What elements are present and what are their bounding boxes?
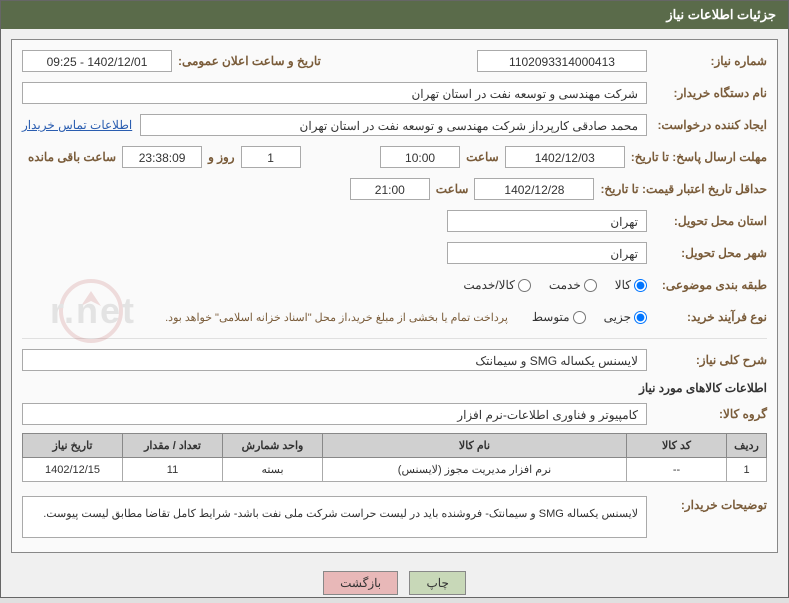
validity-date: 1402/12/28 <box>474 178 594 200</box>
detail-panel: شماره نیاز: 1102093314000413 تاریخ و ساع… <box>11 39 778 553</box>
proc-medium-option[interactable]: متوسط <box>532 310 586 324</box>
print-button[interactable]: چاپ <box>409 571 465 595</box>
goods-group-value: کامپیوتر و فناوری اطلاعات-نرم افزار <box>22 403 647 425</box>
need-number-label: شماره نیاز: <box>647 54 767 68</box>
category-radio-group: کالا خدمت کالا/خدمت <box>449 278 647 292</box>
cat-goods-service-option[interactable]: کالا/خدمت <box>463 278 530 292</box>
need-number-value: 1102093314000413 <box>477 50 647 72</box>
td-num: 1 <box>727 458 767 482</box>
countdown-value: 23:38:09 <box>122 146 202 168</box>
button-row: چاپ بازگشت <box>1 563 788 603</box>
requester-value: محمد صادقی کارپرداز شرکت مهندسی و توسعه … <box>140 114 647 136</box>
proc-partial-radio[interactable] <box>634 311 647 324</box>
cat-gs-radio[interactable] <box>518 279 531 292</box>
province-label: استان محل تحویل: <box>647 214 767 228</box>
proc-partial-option[interactable]: جزیی <box>604 310 647 324</box>
th-code: کد کالا <box>627 434 727 458</box>
deadline-time: 10:00 <box>380 146 460 168</box>
requester-label: ایجاد کننده درخواست: <box>647 118 767 132</box>
table-row: 1 -- نرم افزار مدیریت مجوز (لایسنس) بسته… <box>23 458 767 482</box>
time-label-2: ساعت <box>430 182 475 196</box>
deadline-date: 1402/12/03 <box>505 146 625 168</box>
need-desc-value: لایسنس یکساله SMG و سیمانتک <box>22 349 647 371</box>
th-name: نام کالا <box>323 434 627 458</box>
td-qty: 11 <box>123 458 223 482</box>
th-date: تاریخ نیاز <box>23 434 123 458</box>
payment-note: پرداخت تمام یا بخشی از مبلغ خرید،از محل … <box>165 311 508 324</box>
th-qty: تعداد / مقدار <box>123 434 223 458</box>
announce-value: 1402/12/01 - 09:25 <box>22 50 172 72</box>
deadline-label: مهلت ارسال پاسخ: تا تاریخ: <box>625 150 767 164</box>
province-value: تهران <box>447 210 647 232</box>
city-label: شهر محل تحویل: <box>647 246 767 260</box>
cat-service-radio[interactable] <box>584 279 597 292</box>
process-label: نوع فرآیند خرید: <box>647 310 767 324</box>
validity-label: حداقل تاریخ اعتبار قیمت: تا تاریخ: <box>594 182 767 196</box>
page-title: جزئیات اطلاعات نیاز <box>1 1 788 29</box>
goods-info-title: اطلاعات کالاهای مورد نیاز <box>22 381 767 395</box>
th-row: ردیف <box>727 434 767 458</box>
buyer-org-value: شرکت مهندسی و توسعه نفت در استان تهران <box>22 82 647 104</box>
td-name: نرم افزار مدیریت مجوز (لایسنس) <box>323 458 627 482</box>
remain-label: ساعت باقی مانده <box>22 150 122 164</box>
buyer-org-label: نام دستگاه خریدار: <box>647 86 767 100</box>
buyer-notes-label: توضیحات خریدار: <box>647 490 767 512</box>
td-unit: بسته <box>223 458 323 482</box>
days-value: 1 <box>241 146 301 168</box>
category-label: طبقه بندی موضوعی: <box>647 278 767 292</box>
buyer-notes-value: لایسنس یکساله SMG و سیمانتک- فروشنده بای… <box>22 496 647 538</box>
city-value: تهران <box>447 242 647 264</box>
cat-service-option[interactable]: خدمت <box>549 278 597 292</box>
cat-goods-radio[interactable] <box>634 279 647 292</box>
table-header-row: ردیف کد کالا نام کالا واحد شمارش تعداد /… <box>23 434 767 458</box>
contact-link[interactable]: اطلاعات تماس خریدار <box>22 118 132 132</box>
time-label-1: ساعت <box>460 150 505 164</box>
td-code: -- <box>627 458 727 482</box>
goods-group-label: گروه کالا: <box>647 407 767 421</box>
td-date: 1402/12/15 <box>23 458 123 482</box>
announce-label: تاریخ و ساعت اعلان عمومی: <box>172 54 327 68</box>
validity-time: 21:00 <box>350 178 430 200</box>
process-radio-group: جزیی متوسط <box>518 310 647 324</box>
proc-medium-radio[interactable] <box>573 311 586 324</box>
goods-table: ردیف کد کالا نام کالا واحد شمارش تعداد /… <box>22 433 767 482</box>
days-and-label: روز و <box>202 150 241 164</box>
need-desc-label: شرح کلی نیاز: <box>647 353 767 367</box>
back-button[interactable]: بازگشت <box>323 571 398 595</box>
cat-goods-option[interactable]: کالا <box>615 278 647 292</box>
th-unit: واحد شمارش <box>223 434 323 458</box>
